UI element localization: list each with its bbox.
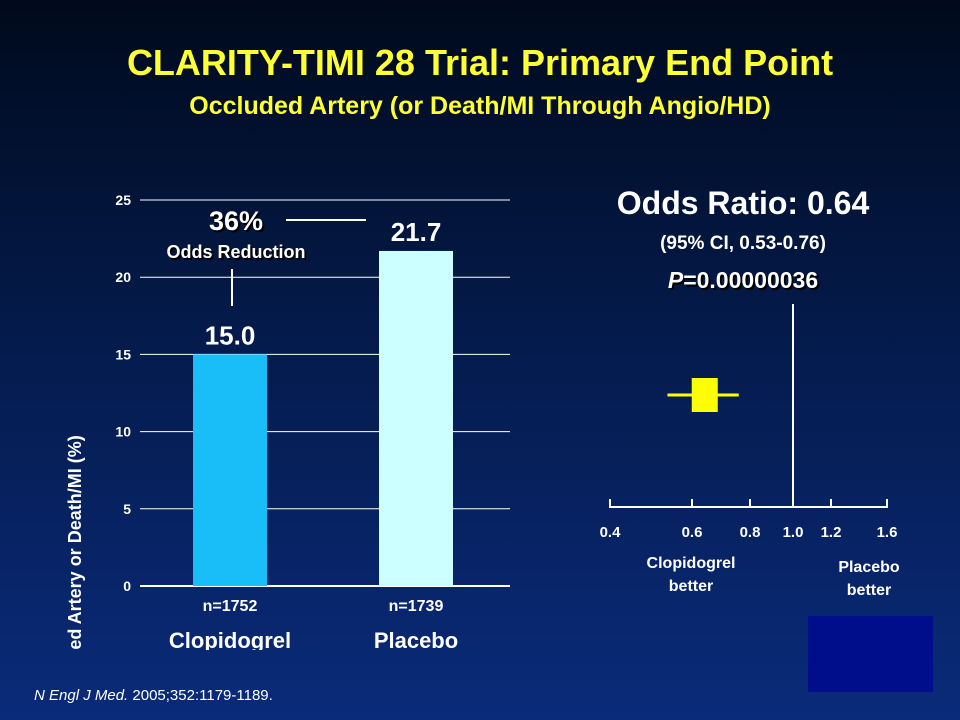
odds-reduction-percent: 36%	[209, 206, 263, 236]
clopidogrel-better-label: Clopidogrel better	[647, 555, 736, 595]
y-tick-25: 25	[115, 192, 131, 208]
p-value-text: P=0.00000036	[668, 267, 818, 293]
placebo-better-line2: better	[847, 582, 891, 599]
clopidogrel-better-line2: better	[669, 578, 713, 595]
y-tick-0: 0	[123, 578, 131, 594]
forest-plot-estimate	[667, 378, 739, 412]
placebo-better-line1: Placebo	[838, 559, 900, 576]
sample-size-clopidogrel: n=1752	[203, 598, 258, 615]
bar-clopidogrel	[193, 354, 267, 586]
y-tick-10: 10	[115, 424, 131, 440]
bar-chart-categories: n=1752 Clopidogrel n=1739 Placebo	[169, 598, 458, 650]
bar-chart-bars	[193, 250, 453, 586]
forest-x-tick-0.4: 0.4	[600, 524, 622, 541]
citation-reference: 2005;352:1179-1189.	[128, 687, 273, 704]
bar-placebo	[379, 250, 453, 586]
forest-x-tick-0.8: 0.8	[740, 524, 761, 541]
forest-plot-axis: 0.4 0.6 0.8 1.0 1.2 1.6	[600, 304, 898, 541]
bar-value-label-clopidogrel: 15.0	[205, 320, 256, 350]
sample-size-placebo: n=1739	[389, 598, 444, 615]
y-tick-15: 15	[115, 346, 131, 362]
forest-x-tick-1.2: 1.2	[821, 524, 842, 541]
citation-journal: N Engl J Med.	[34, 687, 129, 704]
forest-plot: Odds Ratio: 0.64 (95% CI, 0.53-0.76) P=0…	[600, 185, 900, 599]
citation: N Engl J Med. 2005;352:1179-1189.	[34, 687, 273, 704]
bar-value-label-placebo: 21.7	[391, 217, 442, 247]
odds-reduction-annotation: 36% Odds Reduction	[167, 206, 366, 306]
slide-title: CLARITY-TIMI 28 Trial: Primary End Point	[126, 42, 834, 83]
forest-x-tick-1.6: 1.6	[877, 524, 898, 541]
y-tick-5: 5	[123, 501, 131, 517]
placebo-better-label: Placebo better	[838, 559, 900, 599]
y-tick-20: 20	[115, 269, 131, 285]
corner-box	[808, 616, 933, 692]
category-label-placebo: Placebo	[374, 628, 458, 650]
confidence-interval-text: (95% CI, 0.53-0.76)	[660, 233, 826, 254]
odds-ratio-title: Odds Ratio: 0.64	[617, 185, 870, 221]
category-label-clopidogrel: Clopidogrel	[169, 628, 291, 650]
bar-chart-y-ticks: 0 5 10 15 20 25	[115, 192, 131, 594]
forest-point-estimate	[691, 378, 718, 412]
forest-x-tick-0.6: 0.6	[682, 524, 703, 541]
forest-x-tick-1.0: 1.0	[783, 524, 804, 541]
p-value-letter: P	[668, 267, 684, 293]
slide-subtitle: Occluded Artery (or Death/MI Through Ang…	[189, 92, 771, 120]
p-value-number: =0.00000036	[683, 267, 818, 293]
clopidogrel-better-line1: Clopidogrel	[647, 555, 736, 572]
bar-chart-value-labels: 15.0 21.7	[205, 217, 442, 350]
odds-reduction-text: Odds Reduction	[167, 242, 306, 262]
bar-chart-y-axis-label: Occluded Artery or Death/MI (%)	[65, 435, 85, 650]
